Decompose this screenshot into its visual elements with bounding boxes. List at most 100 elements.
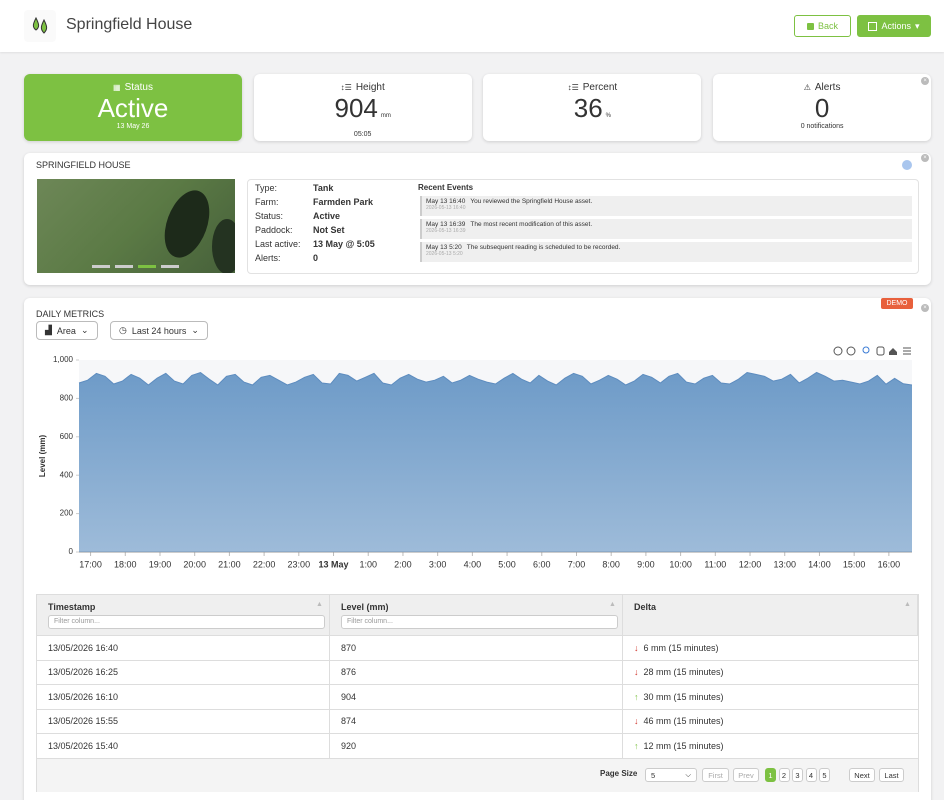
detail-label: Last active: — [255, 239, 301, 249]
x-tick-label: 12:00 — [739, 559, 762, 569]
cell-level: 904 — [330, 685, 623, 710]
delta-text: 46 mm (15 minutes) — [643, 716, 724, 727]
event-stamp: 2026-05-13 5:20 — [426, 251, 463, 257]
column-filter[interactable]: Filter column... — [341, 615, 618, 629]
home[interactable] — [889, 348, 897, 355]
close-button[interactable]: × — [921, 154, 929, 162]
event-text: The most recent modification of this ass… — [470, 221, 593, 228]
x-tick-label: 4:00 — [464, 559, 482, 569]
x-tick-label: 16:00 — [878, 559, 901, 569]
actions-button[interactable]: Actions ▾ — [857, 15, 931, 37]
x-tick-label: 21:00 — [218, 559, 241, 569]
card-subtext: 13 May 26 — [116, 123, 150, 130]
x-tick-label: 15:00 — [843, 559, 866, 569]
demo-badge: DEMO — [881, 298, 913, 309]
x-tick-label: 7:00 — [568, 559, 586, 569]
event-text: The subsequent reading is scheduled to b… — [466, 244, 621, 251]
last-button[interactable]: Last — [879, 768, 904, 782]
card-subtext: 05:05 — [353, 131, 372, 138]
delta-arrow: ↑ — [634, 740, 639, 751]
x-tick-label: 13:00 — [773, 559, 796, 569]
sort-icon: ▲ — [904, 601, 911, 608]
page-button[interactable]: 2 — [778, 768, 790, 782]
card-value-row: 0 — [713, 93, 931, 123]
delta-text: 30 mm (15 minutes) — [643, 691, 724, 702]
next-button[interactable]: Next — [849, 768, 875, 782]
card-label: Status — [124, 82, 153, 93]
detail-value: Not Set — [313, 225, 345, 235]
page-button[interactable]: 3 — [792, 768, 803, 782]
menu[interactable] — [903, 347, 911, 355]
area — [79, 372, 912, 552]
chart-type-select[interactable]: ▟ Area ⌄ — [36, 321, 98, 340]
zoom-select[interactable] — [862, 346, 870, 354]
detail-label: Farm: — [255, 197, 279, 207]
x-tick-label: 11:00 — [704, 559, 726, 569]
event-line: May 13 16:40 You reviewed the Springfield… — [426, 198, 908, 205]
zoom-out[interactable] — [846, 346, 856, 356]
card-label-row: ⚠ Alerts — [713, 82, 931, 93]
card-label: Alerts — [814, 82, 841, 93]
cell-delta: ↓ 28 mm (15 minutes) — [623, 661, 918, 685]
pagination-bar: Page Size 5 ⌵ First Prev 1 2 3 4 5 Next Last — [37, 759, 918, 792]
pan[interactable] — [876, 346, 885, 356]
card-unit: mm — [380, 113, 391, 119]
detail-label: Status: — [255, 211, 284, 221]
range-select[interactable]: ◷ Last 24 hours ⌄ — [110, 321, 208, 340]
page-title: Springfield House — [66, 16, 193, 33]
first-button[interactable]: First — [702, 768, 729, 782]
x-tick-label: 9:00 — [637, 559, 655, 569]
close-button[interactable]: × — [921, 304, 929, 312]
close-button[interactable]: × — [921, 77, 930, 85]
area-line — [78, 371, 913, 386]
actions-label: Actions — [881, 21, 911, 31]
page-button[interactable]: 5 — [819, 768, 830, 782]
x-tick-label: 10:00 — [669, 559, 692, 569]
card-icon: ↕☰ — [340, 83, 352, 92]
cell-delta: ↑ 12 mm (15 minutes) — [623, 734, 918, 759]
y-tick-label: 0 — [69, 547, 74, 556]
asset-title: SPRINGFIELD HOUSE — [36, 160, 131, 170]
card-icon: ▦ — [113, 83, 121, 92]
delta-text: 12 mm (15 minutes) — [643, 740, 724, 751]
card-label-row: ▦ Status — [24, 82, 242, 93]
event-stamp: 2026-05-13 16:40 — [426, 205, 466, 211]
card-icon: ↕☰ — [567, 83, 579, 92]
info-dot[interactable] — [902, 160, 912, 170]
range-label: Last 24 hours — [131, 325, 187, 336]
detail-value: 0 — [313, 253, 319, 263]
chart-type-label: Area — [56, 325, 76, 336]
y-axis-label: Level (mm) — [38, 435, 47, 478]
page-button[interactable]: 4 — [805, 768, 817, 782]
event-time: May 13 16:39 — [426, 221, 466, 228]
column-header: Timestamp ▲ Filter column... — [37, 595, 330, 636]
event-stamp: 2026-05-13 16:39 — [426, 228, 466, 234]
logo-icon — [32, 16, 48, 34]
card-icon: ⚠ — [803, 83, 811, 92]
event-line: May 13 5:20 The subsequent reading is sch… — [426, 244, 908, 251]
zoom-in[interactable] — [833, 346, 843, 356]
header-bar: Springfield House Back Actions ▾ — [0, 0, 944, 52]
detail-value: Active — [313, 211, 341, 221]
delta-arrow: ↓ — [634, 642, 639, 653]
detail-value: 13 May @ 5:05 — [313, 239, 375, 249]
cell-level: 874 — [330, 709, 623, 734]
page-button[interactable]: 1 — [765, 768, 776, 782]
prev-button[interactable]: Prev — [733, 768, 759, 782]
events-title: Recent Events — [418, 183, 474, 192]
x-tick-label: 23:00 — [288, 559, 311, 569]
column-filter[interactable]: Filter column... — [48, 615, 325, 629]
delta-text: 6 mm (15 minutes) — [643, 642, 719, 653]
back-button[interactable]: Back — [794, 15, 851, 37]
y-tick-label: 1,000 — [53, 355, 74, 364]
x-tick-label: 8:00 — [602, 559, 620, 569]
card-value-row: Active — [24, 93, 242, 123]
detail-value: Tank — [313, 183, 334, 193]
page-size-select[interactable]: 5 ⌵ — [645, 768, 697, 782]
x-tick-label: 2:00 — [394, 559, 412, 569]
event-time: May 13 16:40 — [426, 198, 466, 205]
metrics-title: DAILY METRICS — [36, 309, 105, 319]
x-tick-label: 18:00 — [114, 559, 137, 569]
y-tick-label: 200 — [60, 509, 74, 518]
cell-delta: ↑ 30 mm (15 minutes) — [623, 685, 918, 710]
